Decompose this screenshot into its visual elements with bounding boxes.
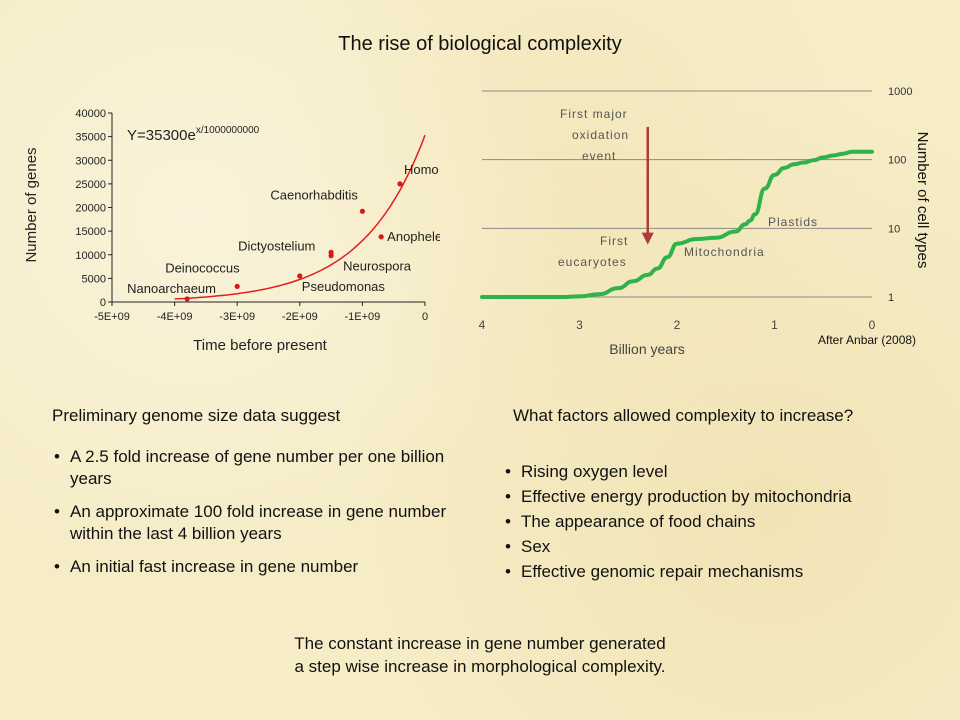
oxidation-arrow <box>641 126 654 245</box>
exponential-fit-line <box>174 134 426 300</box>
right-bullet-item: Sex <box>503 534 953 559</box>
right-y-tick-label: 10 <box>888 223 900 235</box>
data-point <box>359 208 365 214</box>
right-x-tick-label: 1 <box>771 318 778 332</box>
left-x-tick-label: -1E+09 <box>345 311 381 323</box>
left-x-ticks: -5E+09 -4E+09 -3E+09 -2E+09 -1E+09 0 <box>94 302 428 323</box>
data-point <box>328 253 334 259</box>
right-bullet-list: Rising oxygen level Effective energy pro… <box>503 459 953 584</box>
conclusion-text: The constant increase in gene number gen… <box>0 632 960 678</box>
cell-types-line <box>480 149 874 299</box>
conclusion-line-2: a step wise increase in morphological co… <box>294 657 666 676</box>
page-title: The rise of biological complexity <box>338 33 622 55</box>
right-x-tick-label: 4 <box>479 318 486 332</box>
right-y-tick-label: 1000 <box>888 86 912 98</box>
left-y-tick-label: 5000 <box>82 273 106 285</box>
source-citation: After Anbar (2008) <box>818 333 916 347</box>
left-x-tick-label: -2E+09 <box>282 311 318 323</box>
data-point <box>234 283 240 290</box>
genome-points: Nanoarchaeum Deinococcus Pseudomonas Dictyo… <box>127 162 440 302</box>
right-x-tick-label: 3 <box>576 318 583 332</box>
left-y-ticks: 0 5000 10000 15000 20000 25000 30000 35000 40000 <box>75 108 112 309</box>
annotation-eucaryotes-2: eucaryotes <box>558 255 627 269</box>
right-bullet-item: The appearance of food chains <box>503 509 953 534</box>
data-point <box>397 181 403 187</box>
point-label: Homo <box>404 162 439 177</box>
point-label: Nanoarchaeum <box>127 281 216 296</box>
point-label: Caenorhabditis <box>270 187 358 202</box>
right-gridlines <box>482 90 872 298</box>
left-bullet-item: A 2.5 fold increase of gene number per o… <box>52 446 472 490</box>
left-y-tick-label: 25000 <box>75 179 106 191</box>
conclusion-line-1: The constant increase in gene number gen… <box>294 634 666 653</box>
left-bullet-list: A 2.5 fold increase of gene number per o… <box>52 446 472 589</box>
right-bullet-item: Effective genomic repair mechanisms <box>503 559 953 584</box>
left-y-tick-label: 20000 <box>75 203 106 215</box>
left-x-tick-label: -3E+09 <box>219 311 255 323</box>
left-x-axis-label: Time before present <box>193 337 328 354</box>
annotation-oxidation-2: oxidation <box>572 128 629 142</box>
annotation-oxidation-1: First major <box>560 107 628 121</box>
right-x-tick-label: 0 <box>869 318 876 332</box>
left-y-tick-label: 15000 <box>75 226 106 238</box>
left-x-tick-label: 0 <box>422 311 428 323</box>
right-y-axis-label: Number of cell types <box>914 132 931 269</box>
point-label: Deinococcus <box>165 260 240 275</box>
left-y-axis-label: Number of genes <box>23 147 40 262</box>
right-annotations: First major oxidation event First eucary… <box>558 107 818 269</box>
left-y-tick-label: 35000 <box>75 132 106 144</box>
data-point <box>378 234 384 240</box>
right-heading: What factors allowed complexity to incre… <box>513 406 854 425</box>
left-bullet-item: An initial fast increase in gene number <box>52 556 472 578</box>
point-label: Dictyostelium <box>238 238 315 253</box>
annotation-mitochondria: Mitochondria <box>684 245 765 259</box>
point-label: Neurospora <box>343 259 412 274</box>
left-y-tick-label: 10000 <box>75 250 106 262</box>
left-y-tick-label: 0 <box>100 297 106 309</box>
right-y-ticks: 1 10 100 1000 <box>888 86 912 304</box>
annotation-oxidation-3: event <box>582 149 616 163</box>
annotation-plastids: Plastids <box>768 215 818 229</box>
left-y-tick-label: 30000 <box>75 155 106 167</box>
right-bullet-item: Rising oxygen level <box>503 459 953 484</box>
data-point <box>297 273 303 279</box>
right-y-tick-label: 100 <box>888 155 906 167</box>
left-x-tick-label: -4E+09 <box>157 311 193 323</box>
oxidation-arrow-head <box>641 232 654 245</box>
right-x-tick-label: 2 <box>674 318 681 332</box>
right-x-axis-label: Billion years <box>609 341 684 357</box>
left-bullet-item: An approximate 100 fold increase in gene… <box>52 501 472 545</box>
point-label: Pseudomonas <box>302 279 386 294</box>
right-y-tick-label: 1 <box>888 292 894 304</box>
right-x-ticks: 4 3 2 1 0 <box>479 318 876 332</box>
gene-number-chart: 0 5000 10000 15000 20000 25000 30000 35000 40000… <box>23 108 440 354</box>
point-label: Anopheles <box>387 229 440 244</box>
left-x-tick-label: -5E+09 <box>94 311 130 323</box>
right-bullet-item: Effective energy production by mitochond… <box>503 484 953 509</box>
left-heading: Preliminary genome size data suggest <box>52 406 341 425</box>
data-point <box>184 296 190 302</box>
left-y-tick-label: 40000 <box>75 108 106 120</box>
fit-equation: Y=35300ex/1000000000 <box>127 125 260 144</box>
annotation-eucaryotes-1: First <box>600 234 628 248</box>
